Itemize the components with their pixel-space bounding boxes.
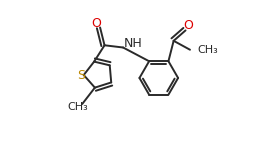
Text: NH: NH (123, 37, 142, 50)
Text: CH₃: CH₃ (68, 102, 88, 112)
Text: O: O (183, 20, 193, 32)
Text: O: O (92, 17, 101, 30)
Text: S: S (77, 69, 85, 82)
Text: CH₃: CH₃ (197, 45, 218, 56)
